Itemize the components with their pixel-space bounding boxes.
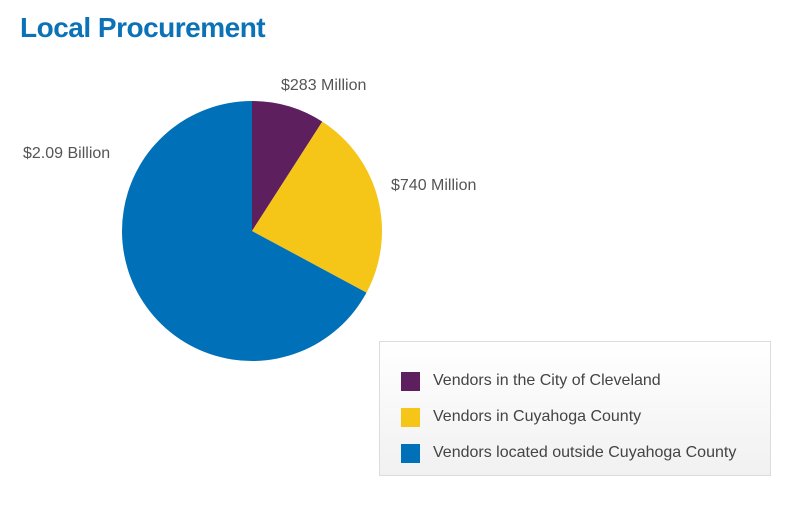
legend-swatch-city — [401, 371, 420, 391]
slice-label-outside: $2.09 Billion — [23, 145, 111, 162]
legend: Vendors in the City of Cleveland Vendors… — [379, 341, 771, 476]
legend-label-county: Vendors in Cuyahoga County — [433, 408, 642, 425]
pie-slice-county — [252, 121, 382, 293]
chart-title: Local Procurement — [20, 12, 266, 43]
legend-swatch-county — [401, 407, 420, 427]
legend-label-city: Vendors in the City of Cleveland — [433, 372, 661, 389]
pie-slice-outside — [122, 101, 367, 361]
legend-label-outside: Vendors located outside Cuyahoga County — [433, 444, 737, 461]
legend-item-county: Vendors in Cuyahoga County — [401, 399, 770, 435]
slice-label-city: $283 Million — [281, 77, 367, 94]
slice-label-county: $740 Million — [391, 177, 477, 194]
legend-item-outside: Vendors located outside Cuyahoga County — [401, 435, 770, 471]
legend-swatch-outside — [401, 443, 420, 463]
pie-slice-city — [252, 101, 323, 231]
legend-item-city: Vendors in the City of Cleveland — [401, 363, 770, 399]
